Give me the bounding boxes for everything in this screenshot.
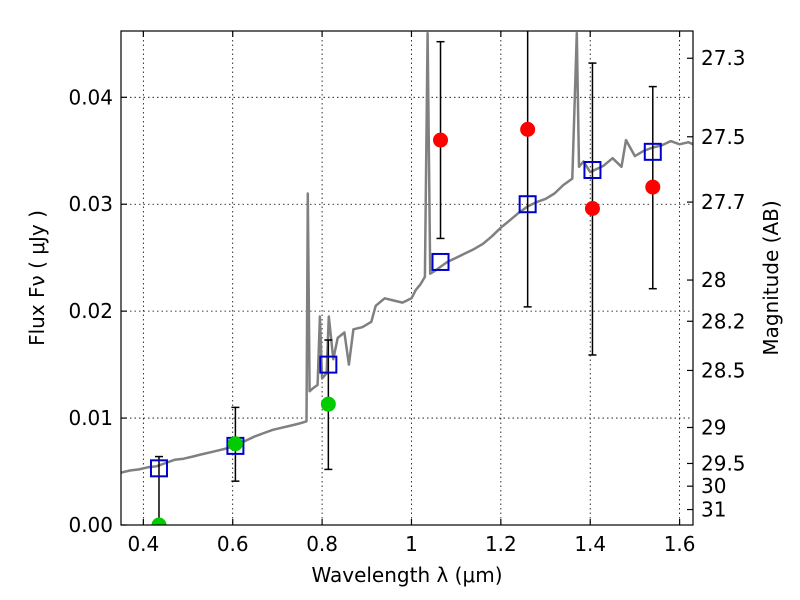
x-tick-label: 0.8 bbox=[306, 532, 338, 556]
plot-area bbox=[121, 31, 693, 525]
model-photometry-square bbox=[431, 252, 450, 271]
x-tick-label: 0.4 bbox=[127, 532, 159, 556]
y2-tick-label: 31 bbox=[701, 498, 726, 522]
model-photometry-square bbox=[583, 161, 602, 180]
axis-ticks: 0.4 0.6 0.8 1 1.2 1.4 1.6 0.00 0.01 0.02 0.03 0.04 2… bbox=[68, 31, 746, 556]
y2-tick-label: 30 bbox=[701, 474, 726, 498]
model-photometry-square bbox=[518, 195, 537, 214]
y-tick-label: 0.02 bbox=[68, 299, 113, 323]
observed-flux-point bbox=[227, 436, 243, 452]
x-tick-label: 1.2 bbox=[485, 532, 517, 556]
x-tick-label: 1 bbox=[405, 532, 418, 556]
x-axis-label: Wavelength λ (μm) bbox=[311, 563, 502, 587]
observed-flux-point bbox=[645, 179, 661, 195]
y2-axis-label: Magnitude (AB) bbox=[759, 200, 783, 355]
model-photometry-square bbox=[643, 142, 662, 161]
y2-tick-label: 28 bbox=[701, 268, 726, 292]
observed-flux-point bbox=[520, 121, 536, 137]
y-tick-label: 0.04 bbox=[68, 85, 113, 109]
y2-tick-label: 27.7 bbox=[701, 190, 746, 214]
y-tick-label: 0.03 bbox=[68, 192, 113, 216]
x-tick-label: 1.4 bbox=[574, 532, 606, 556]
observed-flux-point bbox=[433, 132, 449, 148]
observed-flux-point bbox=[151, 517, 167, 525]
model-spectrum-line bbox=[121, 31, 693, 474]
x-tick-label: 1.6 bbox=[664, 532, 696, 556]
plot-frame bbox=[120, 30, 694, 526]
model-photometry-square bbox=[149, 459, 168, 478]
y2-tick-label: 27.5 bbox=[701, 125, 746, 149]
y-tick-label: 0.00 bbox=[68, 513, 113, 537]
y2-tick-label: 28.2 bbox=[701, 309, 746, 333]
observed-flux-point bbox=[320, 396, 336, 412]
y2-tick-label: 29.5 bbox=[701, 451, 746, 475]
y2-tick-label: 28.5 bbox=[701, 358, 746, 382]
model-photometry-square bbox=[319, 355, 338, 374]
y2-tick-label: 29 bbox=[701, 415, 726, 439]
y2-tick-label: 27.3 bbox=[701, 46, 746, 70]
y-tick-label: 0.01 bbox=[68, 406, 113, 430]
observed-flux-point bbox=[584, 200, 600, 216]
x-tick-label: 0.6 bbox=[217, 532, 249, 556]
grid bbox=[121, 31, 693, 526]
y-axis-label: Flux Fν ( μJy ) bbox=[25, 210, 49, 346]
